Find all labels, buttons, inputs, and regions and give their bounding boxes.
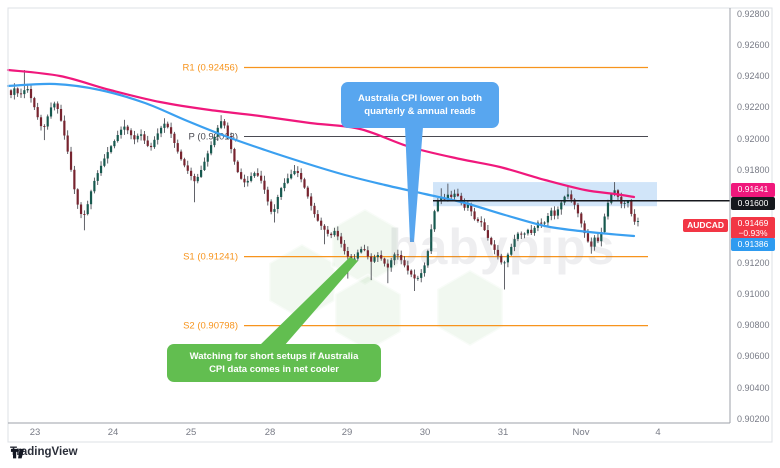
babypips-watermark-logo [267, 207, 505, 353]
cpi-note-stem[interactable] [405, 127, 423, 242]
babypips-watermark-text: babypips [388, 219, 616, 275]
pivot-label-s1: S1 (0.91241) [183, 252, 238, 263]
callout-text-line: Australia CPI lower on both [357, 93, 483, 104]
callout-cpi-note[interactable]: Australia CPI lower on both quarterly & a… [341, 82, 499, 128]
ma-pink-line[interactable] [6, 68, 636, 199]
callout-text-line: quarterly & annual reads [364, 106, 476, 117]
pivot-label-r1: R1 (0.92456) [183, 63, 238, 74]
pivot-label-p: P (0.92013) [189, 132, 238, 143]
callout-short-setup-note[interactable]: Watching for short setups if Australia CP… [167, 344, 381, 382]
callout-text-line: Watching for short setups if Australia [189, 351, 359, 362]
ma-blue-line[interactable] [6, 82, 636, 238]
short-setup-note-stem[interactable] [259, 257, 358, 346]
tradingview-brand-text: TradingView [10, 446, 78, 458]
tradingview-logo[interactable]: TradingView [10, 446, 78, 459]
callout-text-line: CPI data comes in net cooler [209, 364, 339, 375]
candles-layer [9, 70, 640, 291]
pivot-label-s2: S2 (0.90798) [183, 321, 238, 332]
tradingview-icon [10, 448, 25, 459]
